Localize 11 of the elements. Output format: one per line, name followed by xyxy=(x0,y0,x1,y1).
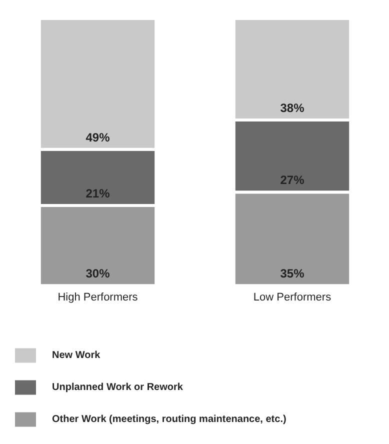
legend-label: New Work xyxy=(52,350,100,360)
legend-label: Other Work (meetings, routing maintenance, etc.) xyxy=(52,414,286,424)
x-tick-label: High Performers xyxy=(58,292,138,304)
x-tick-label: Low Performers xyxy=(253,292,332,304)
data-label: 38% xyxy=(280,100,305,115)
data-label: 21% xyxy=(86,186,110,200)
data-label: 27% xyxy=(280,173,305,188)
data-label: 49% xyxy=(86,130,110,144)
legend-label: Unplanned Work or Rework xyxy=(52,382,183,392)
data-label: 30% xyxy=(86,266,110,281)
data-label: 35% xyxy=(280,266,305,281)
